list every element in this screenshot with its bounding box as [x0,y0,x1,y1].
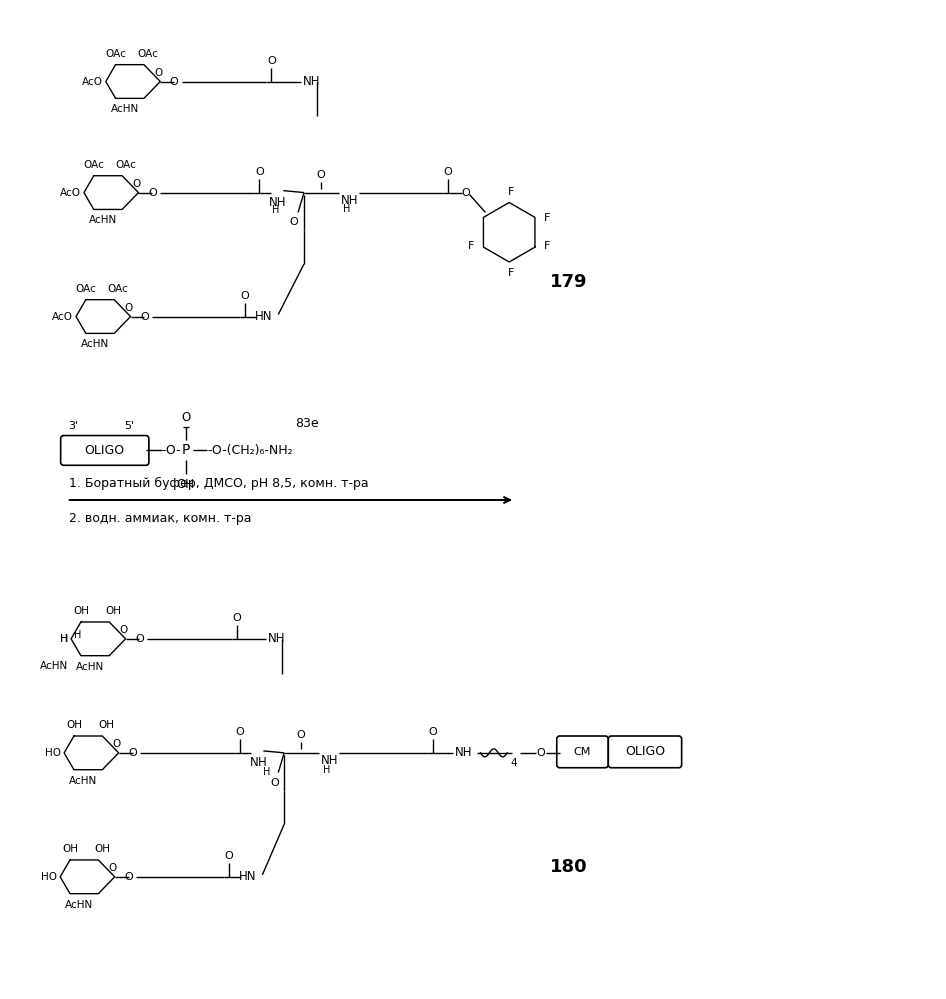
Text: NH: NH [455,746,472,759]
Text: AcHN: AcHN [81,340,109,350]
Text: AcO: AcO [60,188,81,198]
Text: O: O [462,188,470,198]
Text: 4: 4 [510,758,517,768]
FancyBboxPatch shape [61,436,149,466]
Text: O: O [255,167,264,177]
Text: O: O [169,77,179,87]
Text: 3': 3' [69,421,79,431]
Text: OAc: OAc [108,284,129,294]
Text: OH: OH [98,720,114,730]
Text: O: O [132,179,141,189]
Text: O: O [236,727,244,737]
Text: H: H [263,767,270,777]
Text: O: O [109,863,116,873]
Text: OAc: OAc [105,49,126,59]
Text: H: H [61,633,68,643]
Text: H: H [257,756,266,769]
Text: O: O [128,748,137,758]
Text: HO: HO [45,748,61,758]
Text: HO: HO [42,872,57,882]
Text: O: O [124,303,132,313]
Text: O: O [267,56,275,66]
Text: O: O [119,625,128,635]
Text: O: O [113,739,121,749]
Text: O: O [232,613,241,623]
Text: O: O [270,777,279,787]
Text: AcO: AcO [52,312,73,322]
Text: 5': 5' [124,421,134,431]
Text: 180: 180 [551,858,588,876]
Text: O: O [140,312,149,322]
Text: AcHN: AcHN [76,661,104,671]
Text: O: O [444,167,452,177]
Text: NH: NH [341,194,359,207]
FancyBboxPatch shape [608,736,682,768]
Text: HN: HN [254,310,272,323]
Text: N: N [250,756,258,769]
Text: 179: 179 [551,273,587,291]
Text: OH: OH [73,606,89,616]
Text: F: F [508,268,515,278]
Text: NH: NH [269,632,286,645]
Text: O: O [135,633,144,643]
Text: O: O [536,748,545,758]
Text: F: F [544,214,551,224]
Text: 83e: 83e [294,418,318,431]
Text: O: O [429,727,437,737]
Text: AcHN: AcHN [89,216,117,226]
Text: 2. водн. аммиак, комн. т-ра: 2. водн. аммиак, комн. т-ра [69,511,251,524]
Text: AcHN: AcHN [111,104,139,114]
Text: -O-(CH₂)₆-NH₂: -O-(CH₂)₆-NH₂ [207,444,293,457]
Text: 1. Боратный буфер, ДМСО, pH 8,5, комн. т-ра: 1. Боратный буфер, ДМСО, pH 8,5, комн. т… [69,477,368,491]
Text: OAc: OAc [115,160,136,170]
Text: NH: NH [270,196,287,209]
Text: OH: OH [105,606,121,616]
Text: O: O [297,730,306,740]
Text: O: O [154,68,163,78]
Text: CM: CM [574,747,591,757]
Text: OLIGO: OLIGO [85,444,125,457]
Text: NH: NH [321,754,339,767]
Text: O: O [124,872,133,882]
Text: H: H [74,629,81,640]
Text: H: H [343,205,350,215]
Text: HN: HN [238,870,256,883]
Text: OH: OH [62,844,78,854]
Text: F: F [544,241,551,251]
Text: AcO: AcO [81,77,103,87]
Text: NH: NH [303,75,321,88]
Text: AcHN: AcHN [69,775,97,785]
Text: P: P [182,444,190,458]
Text: OAc: OAc [83,160,104,170]
Text: O: O [148,188,157,198]
Text: OLIGO: OLIGO [625,745,665,758]
Text: -O-: -O- [162,444,182,457]
Text: O: O [181,411,190,424]
Text: O: O [240,291,249,301]
Text: O: O [317,170,325,180]
Text: OAc: OAc [76,284,96,294]
Text: AcHN: AcHN [40,660,68,670]
FancyBboxPatch shape [557,736,608,768]
Text: AcHN: AcHN [65,900,94,910]
Text: F: F [508,187,515,197]
Text: OAc: OAc [137,49,158,59]
Text: OH: OH [177,479,195,492]
Text: H: H [272,206,279,216]
Text: H: H [324,765,330,775]
Text: H: H [60,633,68,643]
Text: OH: OH [95,844,111,854]
Text: O: O [224,851,233,861]
Text: OH: OH [66,720,82,730]
Text: O: O [289,218,299,228]
Text: F: F [468,241,475,251]
